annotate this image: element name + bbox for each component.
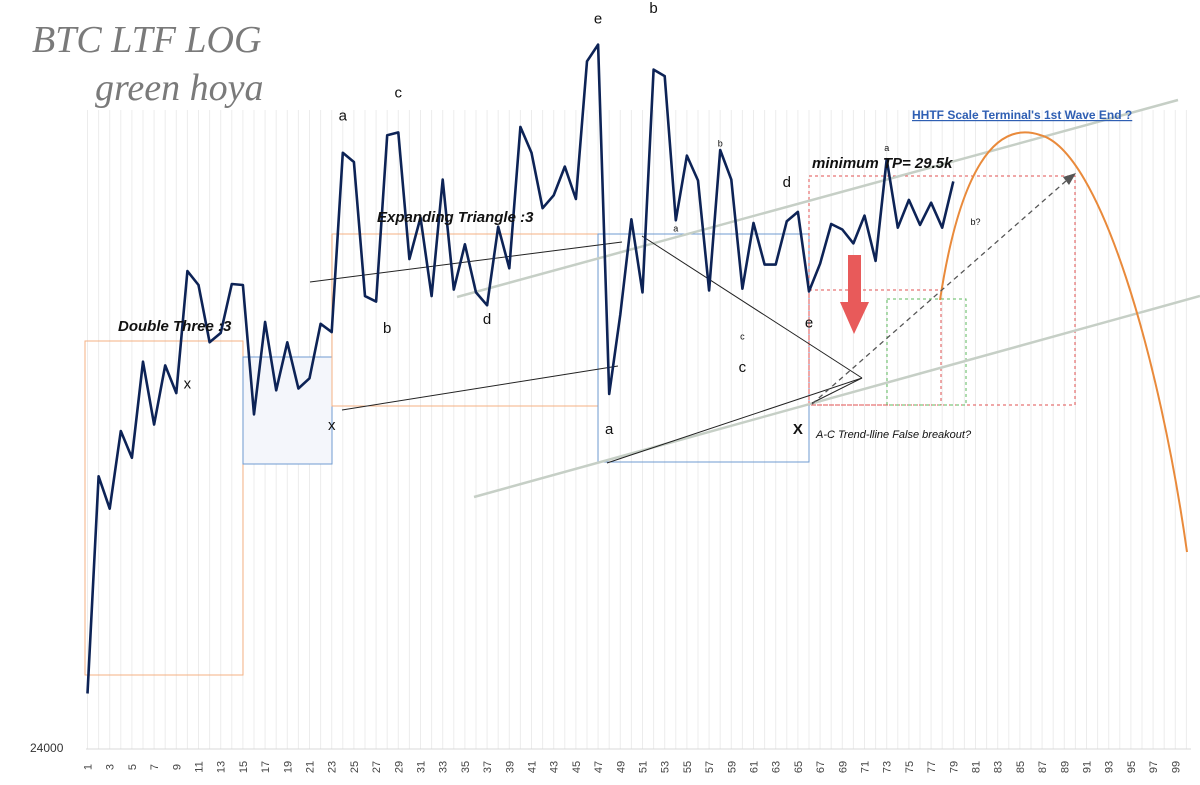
x-tick-label: 21 xyxy=(305,761,317,773)
x-tick-label: 25 xyxy=(349,761,361,773)
x-tick-label: 37 xyxy=(482,761,494,773)
x-tick-label: 93 xyxy=(1104,761,1116,773)
x-tick-label: 79 xyxy=(948,761,960,773)
x-tick-label: 17 xyxy=(260,761,272,773)
x-tick-label: 51 xyxy=(638,761,650,773)
double-three-label: Double Three :3 xyxy=(118,318,232,335)
x-tick-label: 75 xyxy=(904,761,916,773)
small-wave-label: b xyxy=(718,138,723,148)
wave-label: b xyxy=(383,320,391,337)
x-tick-label: 85 xyxy=(1015,761,1027,773)
x-tick-label: 71 xyxy=(860,761,872,773)
x-tick-label: 53 xyxy=(660,761,672,773)
chart-title: BTC LTF LOG xyxy=(32,19,262,61)
x-tick-label: 13 xyxy=(216,761,228,773)
x-tick-label: 83 xyxy=(993,761,1005,773)
trend-lines xyxy=(309,98,1200,553)
x-tick-label: 45 xyxy=(571,761,583,773)
x-axis-ticks: 1 3 5 7 9 11 13 15 17 19 21 23 25 27 29 31 33 35 37 39 41 43 4… xyxy=(83,761,1183,773)
x-tick-label: 5 xyxy=(127,764,139,770)
x-tick-label: 77 xyxy=(926,761,938,773)
x-tick-label: 19 xyxy=(282,761,294,773)
x-tick-label: 55 xyxy=(682,761,694,773)
wave-label: b xyxy=(649,0,657,17)
x-wave-box xyxy=(242,356,333,465)
x-tick-label: 99 xyxy=(1170,761,1182,773)
hhtf-link[interactable]: HHTF Scale Terminal's 1st Wave End ? xyxy=(912,108,1132,122)
x-tick-label: 57 xyxy=(704,761,716,773)
green-box xyxy=(886,298,967,406)
wave-label: c xyxy=(395,84,403,101)
small-wave-label: a xyxy=(673,223,678,233)
x-tick-label: 49 xyxy=(615,761,627,773)
false-breakout-label: A-C Trend-lline False breakout? xyxy=(815,429,972,441)
double-three-box xyxy=(84,340,244,676)
tp-box-small xyxy=(808,289,942,406)
x-tick-label: 63 xyxy=(771,761,783,773)
pattern-boxes xyxy=(84,175,1076,676)
x-tick-label: 7 xyxy=(149,764,161,770)
tp-arrowhead xyxy=(1063,173,1076,185)
x-tick-label: 87 xyxy=(1037,761,1049,773)
wave-label: c xyxy=(739,359,747,376)
wave-label: e xyxy=(805,314,813,331)
expanding-triangle-label: Expanding Triangle :3 xyxy=(377,209,534,226)
x-tick-label: 15 xyxy=(238,761,250,773)
wave-labels: x x a c b d e b d e c a Xa b c a b? xyxy=(184,0,981,438)
channel-upper xyxy=(456,98,1179,299)
contracting-triangle-box xyxy=(597,233,810,463)
x-tick-label: 23 xyxy=(327,761,339,773)
wave-label: X xyxy=(793,421,803,438)
wave-label: d xyxy=(483,311,491,328)
wave-label: x xyxy=(184,375,192,392)
x-tick-label: 9 xyxy=(171,764,183,770)
tp-arrow xyxy=(811,180,1067,405)
x-tick-label: 95 xyxy=(1126,761,1138,773)
hhtf-arc xyxy=(939,131,1188,553)
x-tick-label: 61 xyxy=(749,761,761,773)
min-tp-label: minimum TP= 29.5k xyxy=(812,155,953,172)
x-tick-label: 39 xyxy=(504,761,516,773)
wave-label: a xyxy=(605,421,614,438)
tp-box-large xyxy=(808,175,1076,406)
price-line xyxy=(86,43,955,694)
small-wave-label: c xyxy=(740,332,745,342)
x-tick-label: 47 xyxy=(593,761,605,773)
x-tick-label: 29 xyxy=(393,761,405,773)
x-tick-label: 35 xyxy=(460,761,472,773)
x-tick-label: 67 xyxy=(815,761,827,773)
x-tick-label: 3 xyxy=(105,764,117,770)
wave-label: x xyxy=(328,417,336,434)
x-tick-label: 43 xyxy=(549,761,561,773)
wave-label: a xyxy=(339,107,348,124)
x-tick-label: 31 xyxy=(416,761,428,773)
exp-tri-lower xyxy=(341,365,619,411)
y-tick-label: 24000 xyxy=(30,741,64,755)
channel-lower xyxy=(473,294,1200,499)
x-tick-label: 41 xyxy=(527,761,539,773)
chart-subtitle: green hoya xyxy=(95,67,264,109)
x-tick-label: 81 xyxy=(971,761,983,773)
down-arrow-icon xyxy=(840,255,869,334)
x-tick-label: 73 xyxy=(882,761,894,773)
tri-lower xyxy=(606,377,863,464)
tri-upper xyxy=(641,235,863,379)
x-tick-label: 1 xyxy=(83,764,95,770)
x-tick-label: 27 xyxy=(371,761,383,773)
x-tick-label: 97 xyxy=(1148,761,1160,773)
x-tick-label: 11 xyxy=(194,761,206,772)
wave-label: d xyxy=(783,174,791,191)
ac-trendline xyxy=(811,377,863,404)
x-tick-label: 59 xyxy=(726,761,738,773)
small-wave-label: a xyxy=(884,143,889,153)
small-wave-label: b? xyxy=(970,217,980,227)
x-tick-label: 89 xyxy=(1059,761,1071,773)
x-tick-label: 33 xyxy=(438,761,450,773)
wave-label: e xyxy=(594,10,602,27)
x-tick-label: 91 xyxy=(1082,761,1094,773)
x-tick-label: 65 xyxy=(793,761,805,773)
x-tick-label: 69 xyxy=(837,761,849,773)
